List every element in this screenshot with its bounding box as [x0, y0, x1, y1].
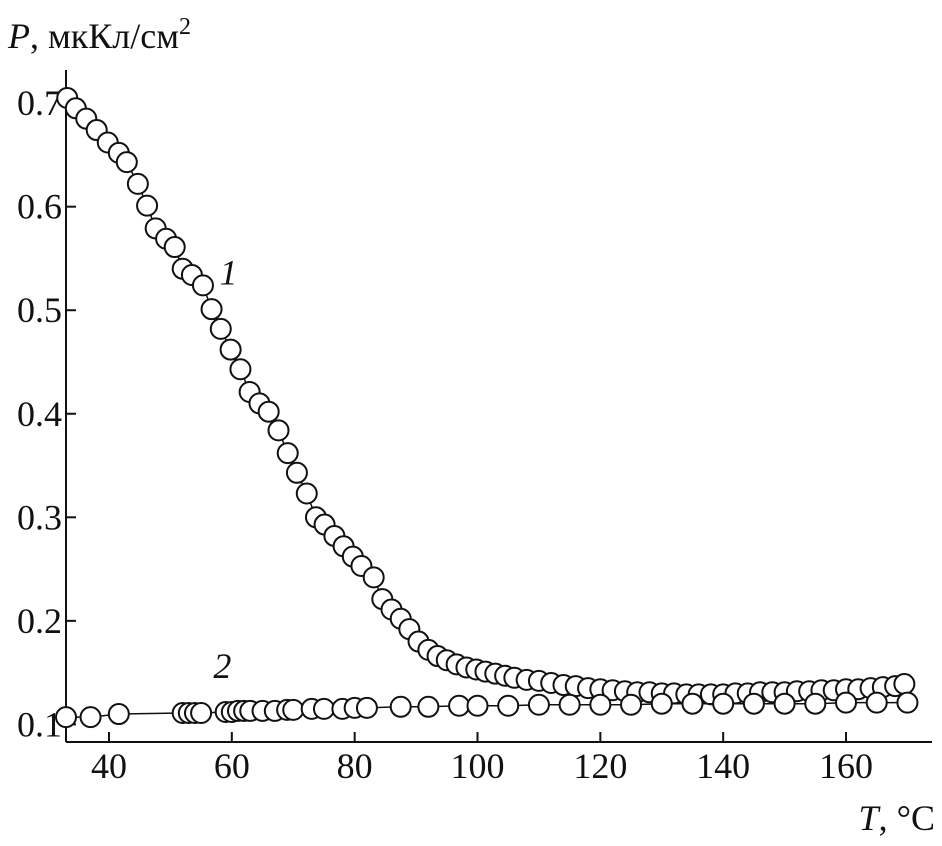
data-point	[115, 151, 138, 174]
data-point	[126, 172, 149, 195]
data-point	[295, 482, 318, 505]
x-tick-label: 140	[696, 746, 750, 786]
data-point	[389, 695, 412, 718]
data-point	[865, 691, 888, 714]
x-tick-label: 160	[819, 746, 873, 786]
data-point	[712, 692, 735, 715]
y-axis-label: P, мкКл/см2	[7, 14, 191, 56]
x-label-unit: , °C	[879, 798, 935, 838]
data-point	[589, 693, 612, 716]
y-tick-label: 0.7	[17, 83, 62, 123]
y-tick-label: 0.6	[17, 187, 62, 227]
y-label-symbol: P	[7, 16, 30, 56]
data-point	[191, 274, 214, 297]
data-point	[257, 400, 280, 423]
data-point	[355, 696, 378, 719]
data-point	[448, 694, 471, 717]
data-point	[893, 673, 916, 696]
y-tick-label: 0.4	[17, 394, 62, 434]
data-point	[55, 706, 77, 729]
data-point	[190, 702, 213, 725]
data-point	[267, 419, 290, 442]
data-point	[558, 693, 581, 716]
x-tick-label: 60	[214, 746, 250, 786]
data-point	[835, 691, 858, 714]
data-point	[312, 697, 335, 720]
data-point	[650, 692, 673, 715]
data-point	[229, 358, 252, 381]
data-point	[163, 236, 186, 259]
x-label-symbol: T	[859, 798, 882, 838]
y-label-unit: , мкКл/см	[30, 16, 179, 56]
data-point	[466, 694, 489, 717]
data-point	[285, 461, 308, 484]
data-point	[276, 442, 299, 465]
series-label: 1	[220, 252, 238, 292]
data-point	[681, 692, 704, 715]
data-point	[773, 692, 796, 715]
x-tick-label: 120	[573, 746, 627, 786]
x-axis-label: T, °C	[859, 798, 935, 838]
data-point	[497, 694, 520, 717]
y-tick-label: 0.2	[17, 601, 62, 641]
data-point	[620, 693, 643, 716]
data-point	[362, 566, 385, 589]
series-label: 2	[213, 646, 231, 686]
x-tick-label: 40	[91, 746, 127, 786]
data-point	[219, 338, 242, 361]
data-point	[742, 692, 765, 715]
data-point	[282, 698, 305, 721]
data-point	[209, 317, 232, 340]
data-point	[200, 298, 223, 321]
data-point	[896, 691, 919, 714]
x-tick-label: 80	[337, 746, 373, 786]
data-point	[417, 695, 440, 718]
y-tick-label: 0.3	[17, 497, 62, 537]
data-point	[107, 703, 130, 726]
series-line	[66, 97, 905, 696]
data-point	[804, 692, 827, 715]
data-point	[136, 194, 159, 217]
y-tick-label: 0.1	[17, 704, 62, 744]
data-point	[79, 706, 102, 729]
y-label-exponent: 2	[179, 14, 191, 40]
data-point	[527, 693, 550, 716]
x-tick-label: 100	[451, 746, 505, 786]
y-tick-label: 0.5	[17, 290, 62, 330]
